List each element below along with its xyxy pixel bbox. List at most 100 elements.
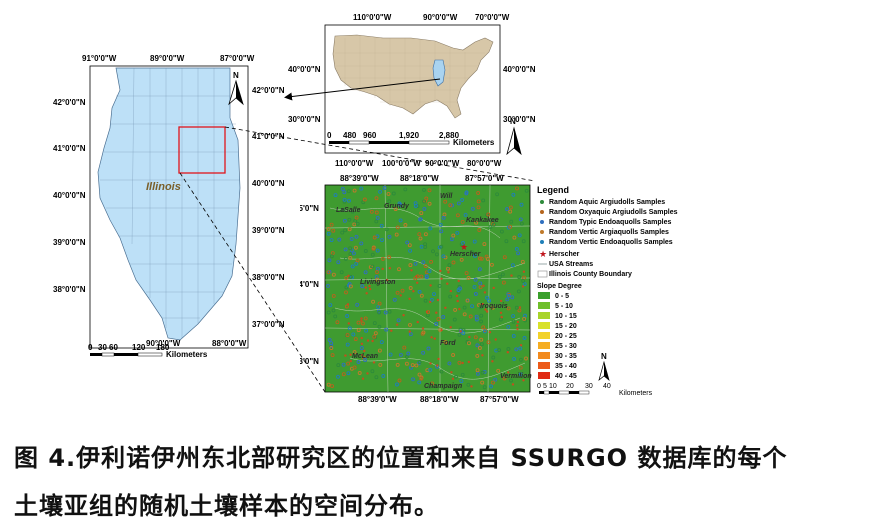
sample-point (443, 199, 448, 204)
county-label: Herscher (450, 251, 482, 258)
steep-slope-patch (388, 267, 391, 270)
sample-point (348, 284, 353, 289)
il-right-label: 38°0'0"N (252, 273, 285, 282)
sample-point (387, 234, 392, 239)
slope-swatch (538, 302, 550, 309)
sample-point (462, 312, 467, 317)
sample-point (478, 285, 483, 290)
sample-point (485, 256, 490, 261)
steep-slope-patch (494, 338, 497, 341)
sample-point (427, 201, 432, 206)
steep-slope-patch (484, 308, 487, 311)
sample-point (342, 218, 347, 223)
sample-point (335, 320, 340, 325)
sample-point (329, 341, 334, 346)
sample-point (441, 254, 446, 259)
detail-top-label: 87°57'0"W (465, 174, 504, 183)
detail-scale-value: 0 (537, 383, 541, 390)
sample-point (377, 310, 382, 315)
steep-slope-patch (399, 294, 402, 297)
sample-point (329, 346, 334, 350)
steep-slope-patch (444, 306, 447, 309)
steep-slope-patch (436, 298, 440, 302)
detail-map: LaSalle Grundy Will Kankakee Herscher Li… (282, 168, 535, 408)
sample-point (398, 218, 403, 223)
sample-point (374, 196, 379, 201)
sample-point (470, 206, 475, 211)
il-right-label: 37°0'0"N (252, 320, 285, 329)
sample-point (451, 353, 456, 357)
il-top-label: 89°0'0"W (150, 54, 185, 63)
sample-point (405, 240, 410, 245)
sample-point (492, 222, 496, 227)
sample-point (348, 255, 353, 260)
sample-point (387, 255, 392, 260)
sample-point (473, 292, 478, 296)
sample-point (428, 367, 433, 372)
sample-point (344, 304, 349, 309)
sample-point (413, 261, 418, 266)
steep-slope-patch (429, 300, 432, 304)
steep-slope-patch (361, 354, 364, 357)
county-label: McLean (352, 353, 378, 360)
sample-point (343, 256, 348, 261)
sample-legend-icon (540, 220, 544, 224)
sample-point (347, 326, 352, 331)
sample-point (450, 203, 455, 208)
sample-point (475, 343, 480, 348)
sample-point (328, 303, 333, 308)
steep-slope-patch (449, 326, 452, 329)
il-top-label: 91°0'0"W (82, 54, 117, 63)
sample-point (459, 257, 464, 262)
steep-slope-patch (521, 285, 525, 288)
sample-point (521, 278, 526, 283)
il-scale-unit: Kilometers (166, 350, 208, 359)
sample-point (326, 310, 331, 315)
sample-point (331, 293, 336, 298)
usa-scale-value: 2,880 (439, 131, 460, 140)
sample-point (460, 372, 465, 377)
sample-point (509, 219, 514, 224)
sample-point (457, 332, 462, 337)
slope-swatch (538, 352, 550, 359)
steep-slope-patch (402, 314, 405, 317)
sample-point (383, 310, 388, 315)
sample-point (378, 189, 383, 194)
sample-point (422, 187, 426, 192)
sample-point (477, 267, 482, 272)
sample-point (464, 191, 469, 196)
sample-point (386, 191, 391, 196)
sample-point (468, 314, 473, 319)
usa-bottom-label: 110°0'0"W (335, 159, 374, 168)
steep-slope-patch (366, 339, 370, 342)
sample-point (355, 221, 360, 226)
locator-arrow (284, 78, 441, 101)
sample-point (357, 371, 362, 375)
sample-point (456, 288, 461, 292)
sample-point (423, 232, 428, 237)
steep-slope-patch (499, 299, 503, 303)
steep-slope-patch (481, 302, 484, 306)
legend-streams: USA Streams (549, 261, 593, 268)
sample-point (479, 256, 484, 261)
slope-class-label: 40 - 45 (555, 373, 577, 380)
steep-slope-patch (481, 354, 484, 357)
slope-class-label: 35 - 40 (555, 363, 577, 370)
sample-point (387, 199, 392, 204)
sample-point (467, 341, 471, 346)
steep-slope-patch (349, 359, 352, 363)
sample-point (464, 271, 469, 276)
sample-point (343, 228, 348, 233)
sample-point (518, 372, 523, 377)
sample-point (423, 245, 428, 249)
sample-point (342, 190, 347, 195)
usa-scale-value: 0 (327, 131, 332, 140)
sample-point (381, 374, 386, 378)
sample-point (417, 360, 422, 364)
sample-point (373, 331, 378, 336)
steep-slope-patch (372, 361, 376, 364)
sample-point (382, 186, 387, 190)
sample-point (413, 201, 418, 206)
sample-point (380, 238, 384, 243)
figure-caption-line2: 土壤亚组的随机土壤样本的空间分布。 (14, 492, 439, 520)
